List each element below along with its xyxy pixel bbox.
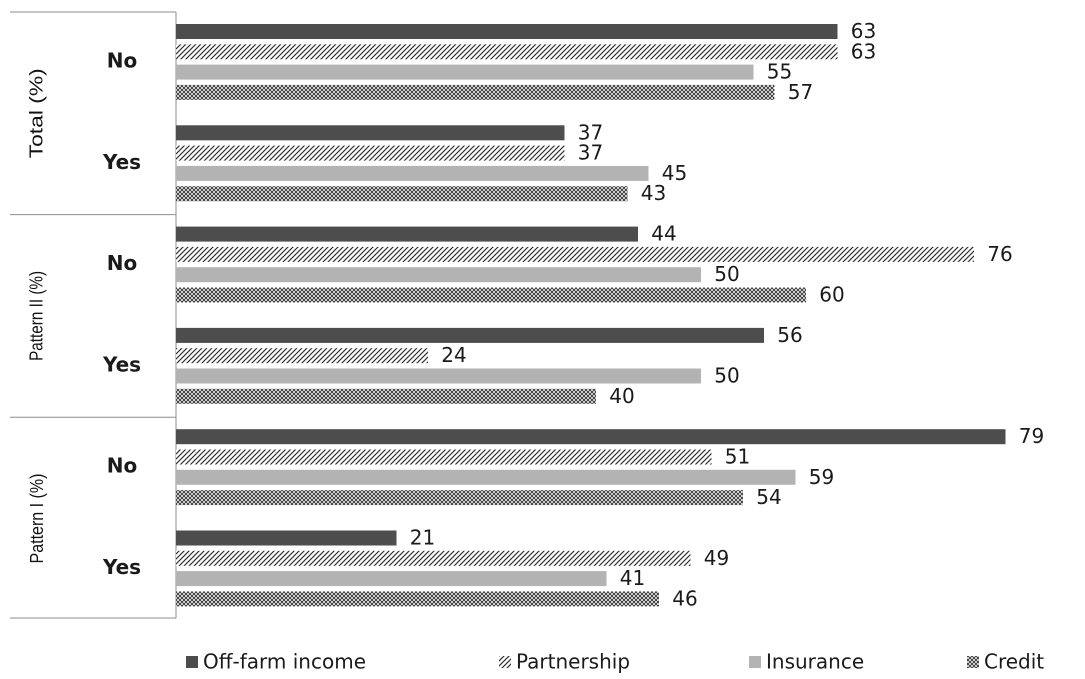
legend-label-credit: Credit [984, 650, 1044, 674]
data-label: 40 [609, 384, 634, 408]
data-label: 50 [714, 364, 739, 388]
legend-label-off-farm-income: Off-farm income [203, 650, 366, 674]
bar-insurance [176, 369, 701, 384]
bar-insurance [176, 65, 754, 80]
bar-off-farm-income [176, 227, 638, 242]
data-label: 51 [725, 445, 750, 469]
legend-swatch-off-farm-income [186, 656, 198, 668]
data-label: 56 [777, 323, 802, 347]
data-label: 76 [987, 242, 1012, 266]
bar-credit [176, 288, 806, 303]
bar-credit [176, 85, 775, 100]
category-label-yes: Yes [102, 150, 141, 174]
data-label: 49 [704, 546, 729, 570]
bar-off-farm-income [176, 125, 565, 140]
category-label-no: No [107, 48, 137, 72]
data-label: 57 [788, 80, 813, 104]
data-label: 46 [672, 586, 697, 610]
bar-off-farm-income [176, 328, 764, 343]
bar-credit [176, 490, 743, 505]
legend-swatch-insurance [749, 656, 761, 668]
category-label-yes: Yes [102, 555, 141, 579]
bar-partnership [176, 348, 428, 363]
bar-off-farm-income [176, 24, 838, 39]
data-label: 44 [651, 222, 676, 246]
bar-partnership [176, 146, 565, 161]
bar-credit [176, 591, 659, 606]
data-label: 43 [641, 181, 666, 205]
bar-partnership [176, 247, 974, 262]
group-label-pattern-ii: Pattern II (%) [27, 271, 47, 361]
category-label-yes: Yes [102, 352, 141, 376]
data-label: 24 [441, 343, 466, 367]
legend-label-partnership: Partnership [516, 650, 630, 674]
bar-partnership [176, 551, 691, 566]
data-label: 41 [620, 566, 645, 590]
legend-swatch-credit [967, 656, 979, 668]
category-label-no: No [107, 454, 137, 478]
bar-credit [176, 186, 628, 201]
data-label: 79 [1019, 424, 1044, 448]
bar-insurance [176, 166, 649, 181]
bar-insurance [176, 470, 796, 485]
bar-off-farm-income [176, 429, 1006, 444]
data-label: 54 [756, 485, 781, 509]
category-label-no: No [107, 251, 137, 275]
bar-insurance [176, 571, 607, 586]
data-label: 21 [410, 526, 435, 550]
data-label: 60 [819, 283, 844, 307]
data-label: 59 [809, 465, 834, 489]
data-label: 50 [714, 262, 739, 286]
data-label: 37 [578, 141, 603, 165]
bar-partnership [176, 44, 838, 59]
group-label-pattern-i: Pattern I (%) [27, 474, 47, 564]
bar-partnership [176, 450, 712, 465]
bar-off-farm-income [176, 531, 397, 546]
bar-credit [176, 389, 596, 404]
legend-label-insurance: Insurance [766, 650, 864, 674]
legend-swatch-partnership [499, 656, 511, 668]
group-label-total: Total (%) [27, 68, 47, 158]
bar-insurance [176, 267, 701, 282]
data-label: 63 [851, 39, 876, 63]
